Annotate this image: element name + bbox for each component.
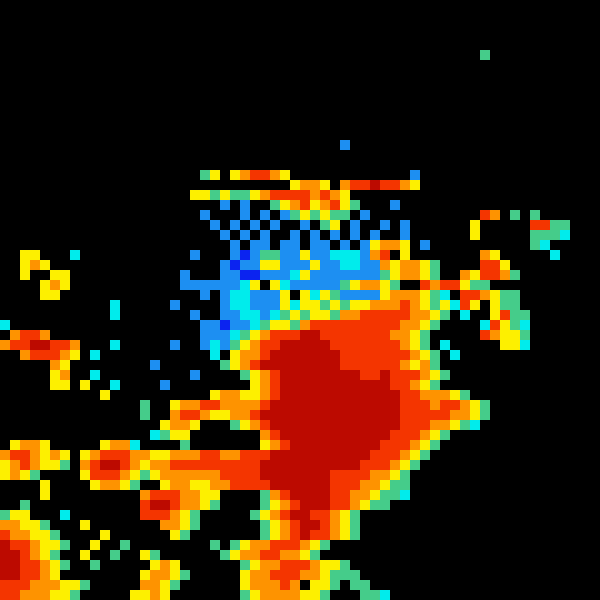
radar-reflectivity-canvas [0,0,600,600]
radar-display [0,0,600,600]
